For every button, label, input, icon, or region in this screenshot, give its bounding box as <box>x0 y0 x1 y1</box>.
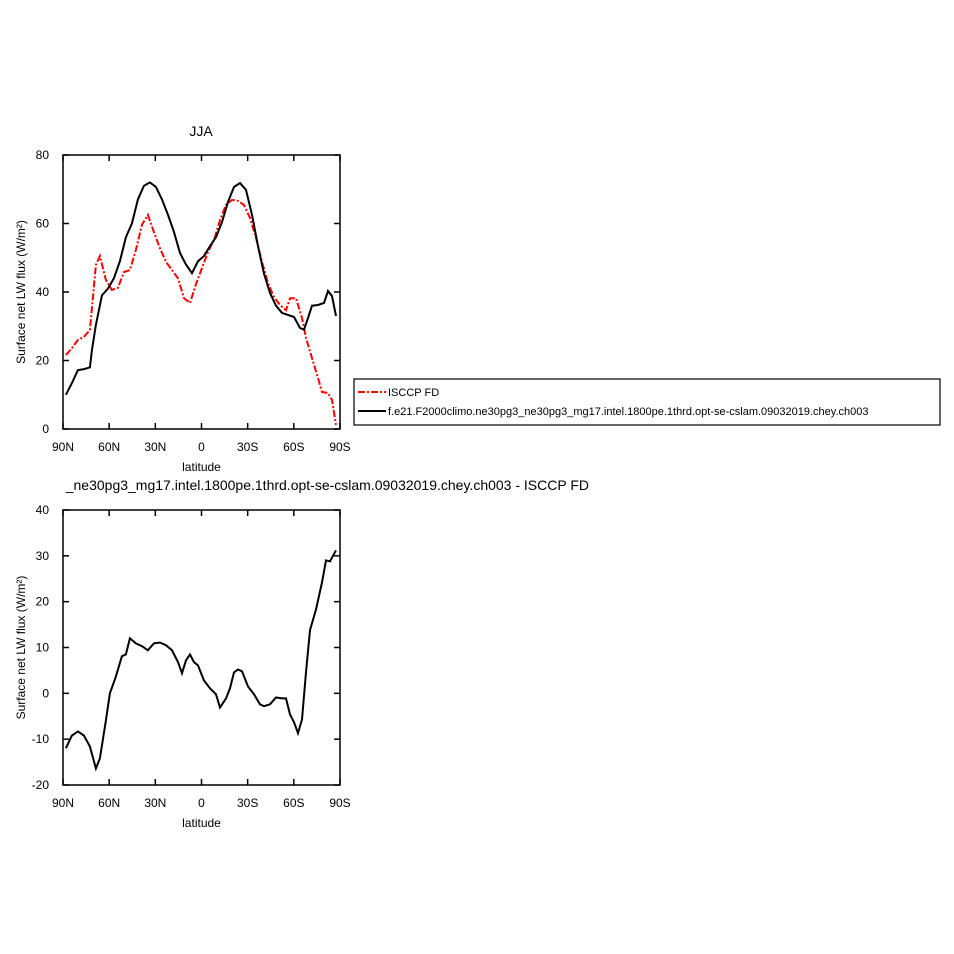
y-tick-label: 10 <box>36 641 50 655</box>
x-axis-label: latitude <box>182 816 221 830</box>
chart-title: _ne30pg3_mg17.intel.1800pe.1thrd.opt-se-… <box>65 477 589 493</box>
y-tick-label: 60 <box>36 217 50 231</box>
x-tick-label: 60N <box>98 796 120 810</box>
y-axis-label: Surface net LW flux (W/m²) <box>14 576 28 720</box>
data-line <box>65 181 337 396</box>
plot-frame <box>62 154 341 430</box>
y-tick-label: 0 <box>42 686 49 700</box>
data-line <box>64 549 337 772</box>
x-tick-label: 30N <box>144 440 166 454</box>
y-tick-label: 40 <box>36 503 50 517</box>
x-tick-label: 0 <box>198 440 205 454</box>
x-tick-label: 90N <box>52 796 74 810</box>
x-tick-label: 30S <box>237 796 258 810</box>
x-tick-label: 90N <box>52 440 74 454</box>
legend-label: ISCCP FD <box>388 387 439 399</box>
y-axis-label: Surface net LW flux (W/m²) <box>14 220 28 364</box>
y-tick-label: 30 <box>36 549 50 563</box>
x-tick-label: 0 <box>198 796 205 810</box>
y-tick-label: -10 <box>32 732 50 746</box>
y-tick-label: 80 <box>36 148 50 162</box>
x-tick-label: 30S <box>237 440 258 454</box>
x-tick-label: 60N <box>98 440 120 454</box>
plot-frame <box>62 509 341 786</box>
x-tick-label: 30N <box>144 796 166 810</box>
y-tick-label: 20 <box>36 595 50 609</box>
x-tick-label: 90S <box>329 440 350 454</box>
chart-title: JJA <box>189 123 213 139</box>
legend-label: f.e21.F2000climo.ne30pg3_ne30pg3_mg17.in… <box>388 406 868 418</box>
x-tick-label: 60S <box>283 796 304 810</box>
x-tick-label: 60S <box>283 440 304 454</box>
y-tick-label: 0 <box>42 422 49 436</box>
data-line <box>65 198 337 426</box>
y-tick-label: 20 <box>36 354 50 368</box>
y-tick-label: 40 <box>36 285 50 299</box>
legend-box <box>353 378 941 426</box>
x-tick-label: 90S <box>329 796 350 810</box>
y-tick-label: -20 <box>32 778 50 792</box>
x-axis-label: latitude <box>182 460 221 474</box>
